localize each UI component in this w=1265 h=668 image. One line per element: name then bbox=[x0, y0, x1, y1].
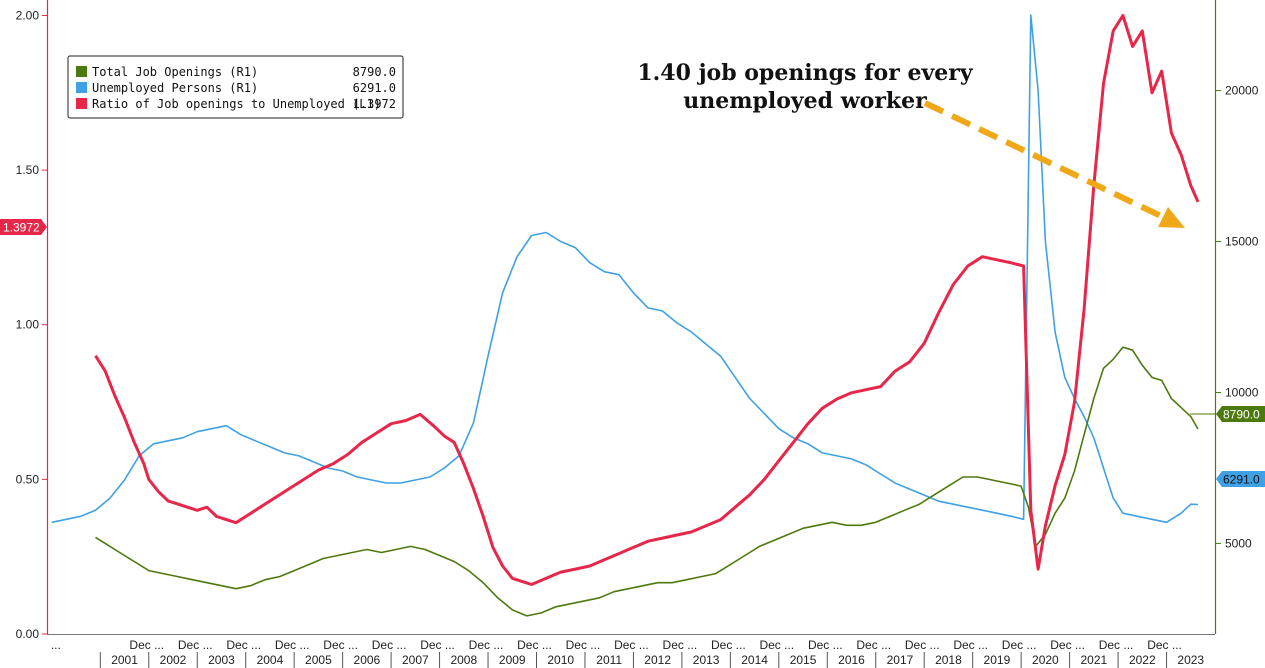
right-tick-label: 15000 bbox=[1225, 235, 1259, 249]
ratio-value-tag: 1.3972 bbox=[0, 219, 47, 235]
x-year-label: 2002 bbox=[160, 653, 187, 667]
x-year-label: 2004 bbox=[257, 653, 284, 667]
x-minor-tick-label: Dec ... bbox=[1147, 638, 1182, 652]
x-year-label: 2006 bbox=[354, 653, 381, 667]
annotation: 1.40 job openings for every unemployed w… bbox=[637, 60, 1185, 228]
x-minor-tick-label: Dec ... bbox=[1002, 638, 1037, 652]
x-year-label: 2020 bbox=[1032, 653, 1059, 667]
x-minor-tick-label: Dec ... bbox=[372, 638, 407, 652]
x-minor-tick-label: Dec ... bbox=[856, 638, 891, 652]
x-minor-tick-label: Dec ... bbox=[808, 638, 843, 652]
legend: Total Job Openings (R1) 8790.0 Unemploye… bbox=[67, 55, 404, 119]
x-minor-tick-label: Dec ... bbox=[1050, 638, 1085, 652]
x-year-label: 2009 bbox=[499, 653, 526, 667]
right-axis-ticks: 5000 10000 15000 20000 bbox=[1215, 84, 1259, 550]
legend-value-unemployed: 6291.0 bbox=[353, 81, 396, 95]
left-tick-label: 0.00 bbox=[16, 627, 40, 641]
x-year-label: 2007 bbox=[402, 653, 429, 667]
openings-series-line bbox=[95, 346, 1199, 617]
x-minor-tick-label: Dec ... bbox=[178, 638, 213, 652]
unemployed-value-tag: 6291.0 bbox=[1216, 471, 1265, 487]
x-year-label: 2001 bbox=[111, 653, 138, 667]
x-year-label: 2018 bbox=[935, 653, 962, 667]
legend-label-unemployed: Unemployed Persons (R1) bbox=[92, 81, 258, 95]
x-year-label: 2008 bbox=[450, 653, 477, 667]
left-tick-label: 0.50 bbox=[16, 472, 40, 486]
legend-swatch-openings bbox=[76, 66, 87, 77]
x-year-label: 2015 bbox=[790, 653, 817, 667]
x-tick-label-first: ... bbox=[51, 638, 61, 652]
right-tick-label: 20000 bbox=[1225, 84, 1259, 98]
x-minor-tick-label: Dec ... bbox=[759, 638, 794, 652]
right-tick-label: 10000 bbox=[1225, 385, 1259, 399]
x-year-label: 2010 bbox=[547, 653, 574, 667]
x-year-label: 2016 bbox=[838, 653, 865, 667]
x-minor-tick-label: Dec ... bbox=[663, 638, 698, 652]
axes bbox=[46, 0, 1217, 635]
left-tick-label: 1.50 bbox=[16, 163, 40, 177]
x-year-label: 2011 bbox=[596, 653, 622, 667]
x-year-label: 2019 bbox=[984, 653, 1011, 667]
x-year-label: 2021 bbox=[1080, 653, 1107, 667]
unemployed-series-line bbox=[51, 14, 1199, 524]
annotation-line-2: unemployed worker bbox=[683, 88, 927, 114]
x-minor-tick-label: Dec ... bbox=[517, 638, 552, 652]
x-minor-tick-label: Dec ... bbox=[1099, 638, 1134, 652]
x-minor-tick-label: Dec ... bbox=[469, 638, 504, 652]
x-minor-tick-label: Dec ... bbox=[711, 638, 746, 652]
x-year-label: 2003 bbox=[208, 653, 235, 667]
annotation-arrow bbox=[923, 100, 1167, 221]
x-year-label: 2023 bbox=[1177, 653, 1204, 667]
ratio-series-line bbox=[94, 14, 1200, 586]
unemployed-tag-label: 6291.0 bbox=[1223, 473, 1260, 487]
legend-swatch-unemployed bbox=[76, 82, 87, 93]
series-layer bbox=[51, 14, 1200, 617]
annotation-line-1: 1.40 job openings for every bbox=[637, 60, 974, 86]
legend-value-openings: 8790.0 bbox=[353, 65, 396, 79]
x-minor-tick-label: Dec ... bbox=[614, 638, 649, 652]
x-minor-tick-label: Dec ... bbox=[905, 638, 940, 652]
legend-swatch-ratio bbox=[76, 98, 87, 109]
annotation-arrowhead bbox=[1158, 207, 1185, 228]
ratio-tag-label: 1.3972 bbox=[3, 221, 40, 235]
x-year-label: 2012 bbox=[644, 653, 671, 667]
x-year-label: 2022 bbox=[1129, 653, 1156, 667]
openings-value-tag: 8790.0 bbox=[1190, 406, 1265, 422]
x-year-label: 2014 bbox=[741, 653, 768, 667]
x-minor-tick-label: Dec ... bbox=[953, 638, 988, 652]
legend-label-openings: Total Job Openings (R1) bbox=[92, 65, 258, 79]
x-minor-tick-label: Dec ... bbox=[275, 638, 310, 652]
x-minor-tick-label: Dec ... bbox=[129, 638, 164, 652]
legend-label-ratio: Ratio of Job openings to Unemployed (L1) bbox=[92, 97, 381, 111]
x-minor-tick-label: Dec ... bbox=[420, 638, 455, 652]
left-axis-ticks: 0.00 0.50 1.00 1.50 2.00 bbox=[16, 8, 47, 641]
last-value-tags: 1.3972 8790.0 6291.0 bbox=[0, 219, 1265, 487]
legend-box bbox=[67, 55, 404, 119]
x-year-label: 2017 bbox=[887, 653, 914, 667]
x-minor-tick-label: Dec ... bbox=[566, 638, 601, 652]
x-year-label: 2005 bbox=[305, 653, 332, 667]
right-tick-label: 5000 bbox=[1225, 536, 1252, 550]
x-minor-tick-label: Dec ... bbox=[226, 638, 261, 652]
left-tick-label: 2.00 bbox=[16, 8, 40, 22]
openings-tag-label: 8790.0 bbox=[1223, 408, 1260, 422]
legend-value-ratio: 1.3972 bbox=[353, 97, 396, 111]
x-minor-tick-label: Dec ... bbox=[323, 638, 358, 652]
x-year-label: 2013 bbox=[693, 653, 720, 667]
left-tick-label: 1.00 bbox=[16, 318, 40, 332]
